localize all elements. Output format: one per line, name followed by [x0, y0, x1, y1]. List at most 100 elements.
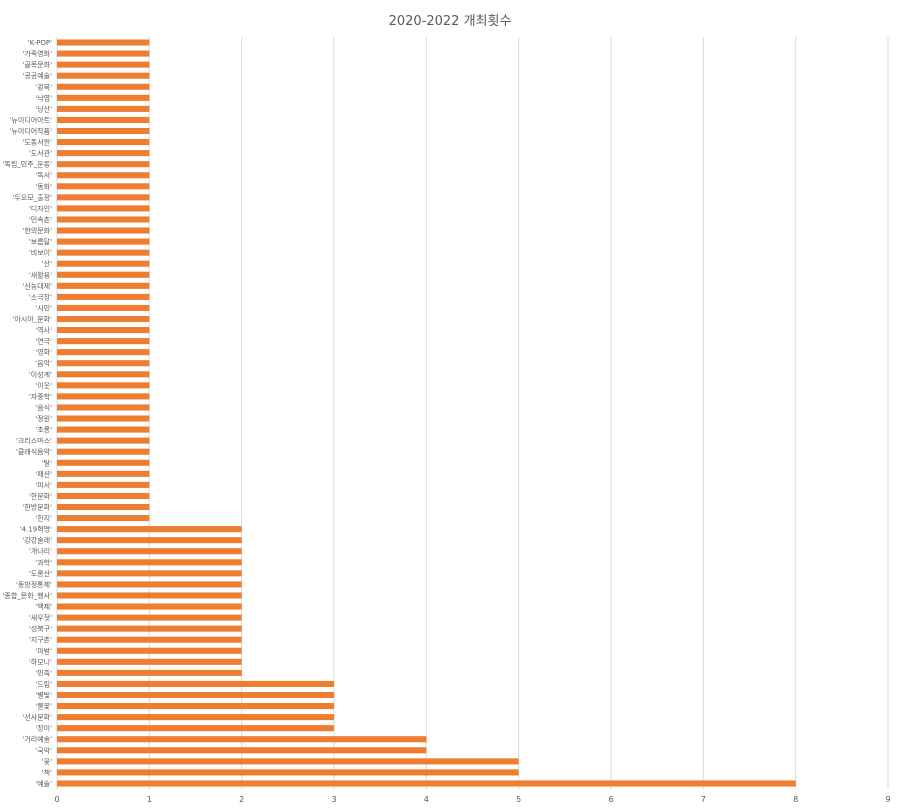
bar: [57, 758, 519, 765]
bar: [57, 625, 242, 632]
bar: [57, 559, 242, 566]
category-label: '탈': [42, 459, 52, 467]
category-label: '도롱산': [29, 569, 52, 578]
category-label: '공공예술': [22, 71, 52, 80]
category-label: '시민': [35, 303, 52, 312]
bar: [57, 448, 150, 455]
bar: [57, 271, 150, 278]
category-label: '뉴미디어작품': [10, 127, 53, 136]
x-tick-label: 7: [701, 795, 706, 804]
bar: [57, 437, 150, 444]
category-label: '민족': [35, 668, 52, 677]
bar: [57, 94, 150, 101]
bar: [57, 404, 150, 411]
category-label: '장미': [35, 724, 52, 733]
bar: [57, 382, 150, 389]
bar: [57, 371, 150, 378]
bar: [57, 780, 796, 787]
category-label: '강강술래': [22, 536, 52, 545]
chart-title: 2020-2022 개최횟수: [388, 14, 512, 29]
bar: [57, 470, 150, 477]
bar: [57, 105, 150, 112]
bar: [57, 415, 150, 422]
category-label: 'K-POP': [28, 39, 52, 47]
bar: [57, 680, 334, 687]
bar: [57, 72, 150, 79]
bar: [57, 282, 150, 289]
bar: [57, 581, 242, 588]
category-label: '크리스마스': [16, 436, 52, 445]
bar: [57, 548, 242, 555]
bar: [57, 161, 150, 168]
bar: [57, 592, 242, 599]
bar: [57, 227, 150, 234]
bar: [57, 349, 150, 356]
category-label: '이성계': [29, 370, 52, 379]
category-label: '과학': [35, 558, 52, 567]
bar: [57, 691, 334, 699]
category-label: '비보이': [29, 248, 52, 257]
bar: [57, 83, 150, 90]
x-tick-label: 4: [424, 795, 429, 804]
category-label: '하모니': [29, 657, 52, 666]
category-label: '광복': [35, 83, 52, 91]
category-label: '산': [42, 259, 52, 268]
category-label: '피서': [35, 480, 52, 489]
bar: [57, 492, 150, 499]
category-label: '정원': [35, 414, 52, 423]
category-label: '클래식음악': [16, 447, 52, 456]
category-label: '연극': [35, 338, 52, 346]
category-label: '골목문화': [22, 61, 52, 69]
bar: [57, 426, 150, 433]
bar: [57, 537, 242, 544]
category-label: '백제': [35, 602, 52, 611]
x-tick-label: 1: [147, 795, 152, 804]
category-label: '소극장': [29, 292, 52, 301]
category-label: '불꽃': [35, 702, 52, 711]
bar: [57, 260, 150, 267]
bar: [57, 216, 150, 223]
x-tick-label: 3: [331, 795, 336, 804]
bar: [57, 293, 150, 300]
bar: [57, 327, 150, 334]
bar: [57, 526, 242, 533]
bar: [57, 172, 150, 179]
bar: [57, 304, 150, 311]
category-label: '국악': [35, 747, 52, 755]
bar: [57, 39, 150, 46]
bar: [57, 669, 242, 676]
bar: [57, 61, 150, 68]
bar: [57, 150, 150, 157]
bar: [57, 238, 150, 245]
bar: [57, 503, 150, 511]
category-label: '이웃': [35, 381, 52, 390]
category-label: '보름달': [29, 238, 52, 246]
category-label: '패션': [35, 469, 52, 478]
x-tick-label: 5: [516, 795, 521, 804]
bar: [57, 658, 242, 665]
bar: [57, 338, 150, 345]
category-label: '개나리': [29, 547, 52, 556]
category-label: '파발': [35, 646, 52, 655]
bar: [57, 205, 150, 212]
bar: [57, 515, 150, 522]
bar: [57, 725, 334, 732]
category-label: '디자인': [29, 204, 52, 213]
category-label: '새우젓': [29, 613, 52, 622]
category-label: '초롱': [35, 426, 52, 434]
category-label: '가족영화': [22, 49, 52, 58]
category-label: '영화': [35, 348, 52, 357]
category-label: '도서관': [29, 149, 52, 158]
category-label: '신농대제': [22, 281, 52, 290]
category-label: '지구촌': [29, 635, 52, 644]
x-tick-label: 2: [239, 795, 244, 804]
category-label: '아시아_문화': [12, 315, 52, 324]
x-tick-label: 0: [54, 795, 59, 804]
bar: [57, 249, 150, 256]
category-label: '한문화': [29, 492, 52, 500]
bar: [57, 636, 242, 643]
grid-lines: [56, 37, 889, 789]
category-label: '4.19혁명': [20, 525, 52, 534]
bar: [57, 50, 150, 57]
